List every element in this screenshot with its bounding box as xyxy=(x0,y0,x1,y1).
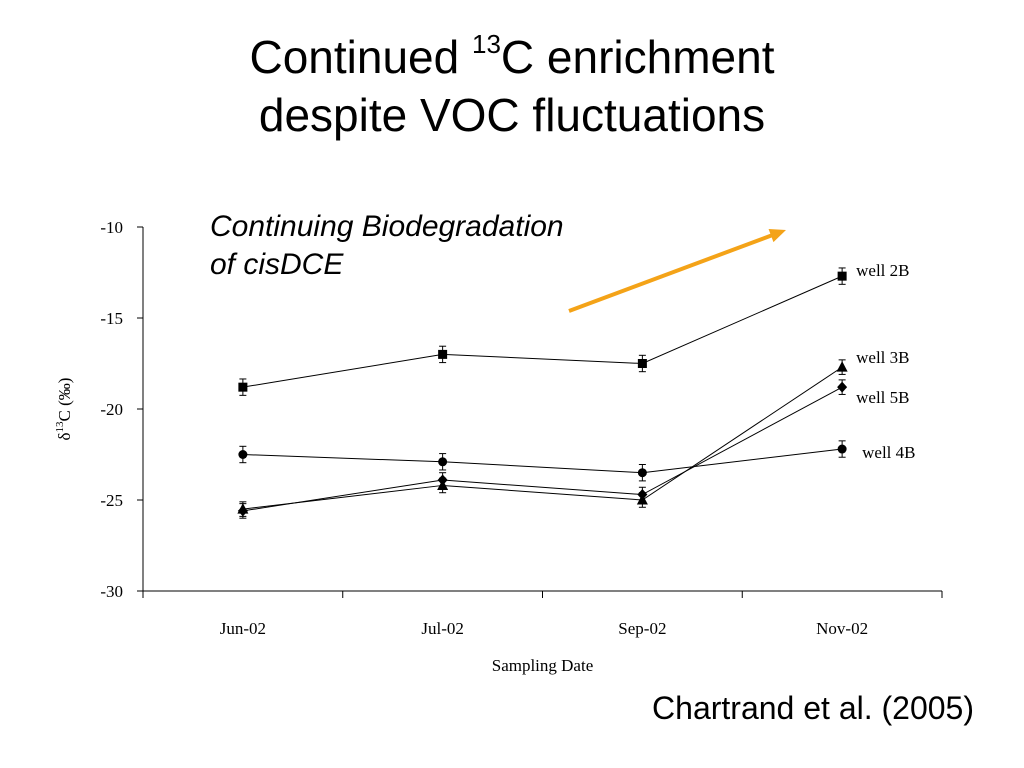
series-line xyxy=(242,366,843,510)
y-tick-label: -25 xyxy=(100,491,123,510)
data-point xyxy=(438,457,448,467)
x-tick-label: Nov-02 xyxy=(816,619,868,638)
slide-title: Continued 13C enrichment despite VOC flu… xyxy=(0,28,1024,144)
y-tick-label: -10 xyxy=(100,218,123,237)
series-well-5b: well 5B xyxy=(237,379,909,519)
y-tick-label: -20 xyxy=(100,400,123,419)
x-tick-label: Sep-02 xyxy=(618,619,666,638)
series-label: well 4B xyxy=(862,443,915,462)
data-point xyxy=(438,349,448,359)
series-line xyxy=(242,386,843,512)
data-point xyxy=(238,382,248,392)
title-text-a: Continued xyxy=(249,31,472,83)
data-point xyxy=(837,444,847,454)
chart-axes: -10 -15 -20 -25 -30 Jun-02 Jul-02 Sep-02 Nov-02 S… xyxy=(54,218,943,675)
chart-series: well 2B well 3B well 5B well 4B xyxy=(237,261,915,519)
y-tick-label: -15 xyxy=(100,309,123,328)
annotation: Continuing Biodegradation of cisDCE xyxy=(210,208,564,284)
data-point xyxy=(637,468,647,478)
title-line-1: Continued 13C enrichment xyxy=(0,28,1024,86)
annotation-line-2: of cisDCE xyxy=(210,248,344,281)
citation: Chartrand et al. (2005) xyxy=(652,690,974,726)
series-label: well 2B xyxy=(856,261,909,280)
arrow-shaft xyxy=(568,232,775,313)
x-tick-label: Jun-02 xyxy=(220,619,266,638)
series-line xyxy=(242,448,843,474)
title-text-b: C enrichment xyxy=(500,31,775,83)
data-point xyxy=(837,271,847,281)
annotation-line-1: Continuing Biodegradation xyxy=(210,210,564,243)
series-well-2b: well 2B xyxy=(238,261,909,396)
data-point xyxy=(637,359,647,368)
data-point xyxy=(837,381,848,393)
series-well-4b: well 4B xyxy=(238,440,915,482)
data-point xyxy=(437,474,448,486)
title-superscript: 13 xyxy=(472,29,501,59)
trend-arrow xyxy=(568,229,786,313)
y-tick-label: -30 xyxy=(100,582,123,601)
data-point xyxy=(237,505,248,517)
title-line-2: despite VOC fluctuations xyxy=(258,89,766,141)
y-axis-title: δ13C (‰) xyxy=(54,378,74,441)
data-point xyxy=(238,450,248,459)
series-line xyxy=(242,275,843,388)
x-axis-title: Sampling Date xyxy=(492,656,594,675)
data-point xyxy=(836,361,848,372)
arrow-head xyxy=(768,229,786,243)
series-well-3b: well 3B xyxy=(237,348,909,517)
series-label: well 3B xyxy=(856,348,909,367)
data-point xyxy=(637,489,648,501)
x-tick-label: Jul-02 xyxy=(421,619,464,638)
series-label: well 5B xyxy=(856,388,909,407)
